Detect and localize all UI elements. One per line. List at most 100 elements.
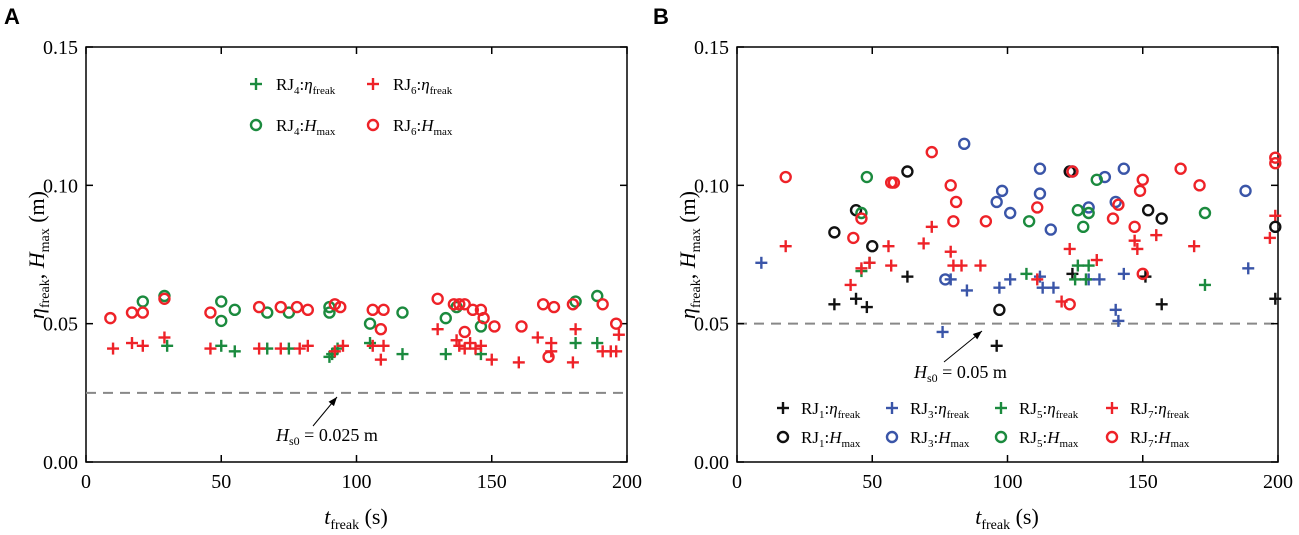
series-RJ1-eta-freak <box>828 267 1282 352</box>
text-part: H <box>420 116 435 135</box>
data-point <box>1269 156 1282 170</box>
threshold-annotation: Hs0 = 0.025 m <box>275 425 378 448</box>
text-part: : <box>1042 428 1047 447</box>
text-part: RJ <box>276 116 294 135</box>
data-point <box>1109 195 1122 209</box>
data-point <box>925 145 938 159</box>
series-RJ4-h-max <box>136 289 604 333</box>
text-part: H <box>275 425 290 445</box>
data-point <box>1136 267 1149 281</box>
data-point <box>844 278 857 291</box>
text-part: RJ <box>801 399 819 418</box>
data-point <box>944 179 957 192</box>
text-part: 4 <box>294 126 300 138</box>
data-point <box>215 339 228 352</box>
y-axis-label: ηfreak, Hmax (m) <box>24 191 53 319</box>
data-point <box>363 317 377 330</box>
text-part: : <box>933 428 938 447</box>
text-part: RJ <box>1019 399 1037 418</box>
data-point <box>1033 162 1047 175</box>
data-point <box>477 311 490 325</box>
data-point <box>1082 201 1095 214</box>
text-part: RJ <box>1130 428 1148 447</box>
data-point <box>596 298 609 311</box>
data-point <box>301 303 315 317</box>
data-point <box>439 311 452 325</box>
text-part: freak <box>1167 409 1190 421</box>
legend-marker <box>886 402 898 414</box>
text-part: 1 <box>819 409 825 421</box>
data-point <box>293 342 306 355</box>
text-part: (m) <box>24 191 49 228</box>
data-point <box>1036 281 1049 294</box>
text-part: η <box>24 308 49 319</box>
data-point <box>228 303 241 317</box>
text-part: 1 <box>819 438 825 450</box>
data-point <box>569 295 582 308</box>
data-point <box>855 212 868 225</box>
data-point <box>1128 234 1141 247</box>
data-point <box>377 339 390 352</box>
data-point <box>1031 201 1044 214</box>
data-point <box>377 303 390 317</box>
legend-item: RJ4:Hmax <box>249 116 336 138</box>
data-point <box>566 356 579 369</box>
data-point <box>860 301 873 314</box>
text-part: s0 <box>289 434 300 448</box>
text-part: freak <box>1056 409 1079 421</box>
y-tick-label: 0.00 <box>43 452 78 474</box>
legend-marker <box>249 118 263 132</box>
data-point <box>949 195 963 209</box>
text-part: 3 <box>928 438 934 450</box>
text-part: (s) <box>1010 504 1039 529</box>
data-point <box>215 295 228 308</box>
data-point <box>1082 206 1095 220</box>
data-point <box>1044 223 1057 236</box>
data-point <box>995 184 1009 198</box>
text-part: η <box>675 308 700 319</box>
data-point <box>1047 281 1060 294</box>
data-point <box>1263 231 1276 244</box>
threshold-annotation: Hs0 = 0.05 m <box>913 362 1007 385</box>
x-tick-label: 150 <box>477 471 507 493</box>
text-part: (s) <box>359 504 388 529</box>
text-part: max <box>1170 438 1189 450</box>
legend-item: RJ1:ηfreak <box>777 399 861 421</box>
data-point <box>1063 242 1076 255</box>
text-part: H <box>1046 428 1061 447</box>
x-tick-label: 100 <box>993 471 1023 493</box>
data-point <box>1269 209 1282 222</box>
panel-label: A <box>4 4 20 29</box>
data-point <box>1155 298 1168 311</box>
data-point <box>104 311 117 325</box>
data-point <box>1063 298 1076 311</box>
data-point <box>547 300 561 314</box>
data-point <box>1022 215 1036 228</box>
text-part: freak <box>838 409 861 421</box>
legend-label: RJ5:ηfreak <box>1019 399 1079 421</box>
data-point <box>228 345 241 358</box>
text-part: 7 <box>1148 409 1154 421</box>
data-point <box>1136 173 1149 187</box>
text-part: : <box>416 116 421 135</box>
data-point <box>1117 162 1131 175</box>
data-point <box>274 300 287 314</box>
legend-label: RJ4:ηfreak <box>276 75 336 97</box>
data-point <box>955 259 968 272</box>
legend-marker <box>885 430 899 444</box>
data-point <box>901 270 914 283</box>
data-point <box>1071 259 1084 272</box>
data-point <box>887 176 901 189</box>
text-part: η <box>829 399 837 418</box>
legend-marker <box>776 430 790 444</box>
text-part: , <box>675 268 700 279</box>
text-part: max <box>841 438 860 450</box>
series-RJ6-h-max <box>104 292 623 364</box>
text-part: H <box>675 251 700 269</box>
text-part: max <box>689 228 704 252</box>
text-part: : <box>933 399 938 418</box>
data-point <box>1188 240 1201 253</box>
data-point <box>204 342 217 355</box>
data-point <box>828 226 841 239</box>
